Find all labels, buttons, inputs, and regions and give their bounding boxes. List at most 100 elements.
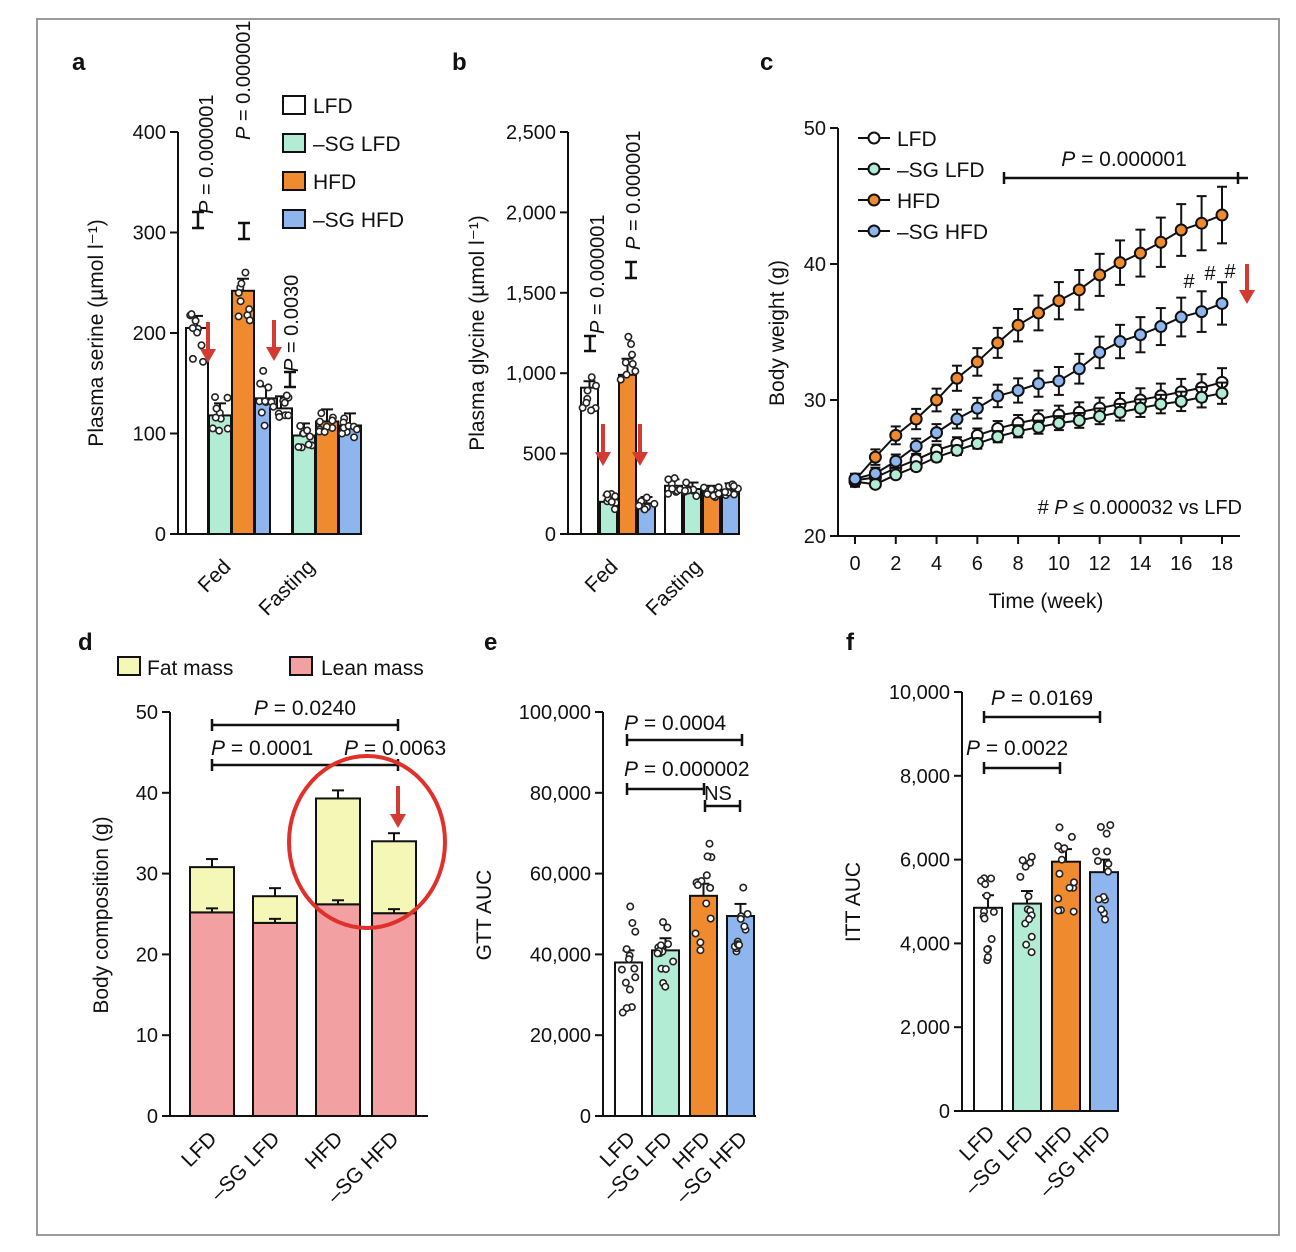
e-data-point — [621, 978, 630, 987]
c-point-3 — [1032, 377, 1045, 391]
d-y-axis-tick-label: 40 — [136, 783, 158, 805]
c-y-axis-tick-label: 30 — [804, 390, 826, 412]
d-pvalue-0: P = 0.0240 — [254, 697, 356, 720]
panel-label-b: b — [452, 49, 467, 76]
f-data-point — [1104, 859, 1113, 868]
b-data-point — [682, 478, 691, 487]
c-x-tick-label: 4 — [931, 553, 942, 575]
c-point-3 — [930, 426, 944, 440]
e-data-point — [663, 923, 672, 932]
a-data-point — [264, 383, 273, 392]
a-data-point — [269, 402, 278, 411]
f-data-point — [1103, 847, 1112, 856]
a-legend-swatch — [282, 95, 306, 115]
c-x-tick-label: 6 — [972, 553, 983, 575]
b-data-point — [578, 403, 587, 412]
f-data-point — [1067, 832, 1076, 841]
f-data-point — [981, 880, 990, 889]
f-y-axis-tick-label: 0 — [939, 1101, 950, 1123]
f-bar-0 — [973, 906, 1003, 1112]
panel-label-e: e — [484, 629, 497, 656]
e-bar-2 — [689, 894, 718, 1117]
b-data-point — [707, 485, 716, 494]
d-legend-swatch-fat — [117, 656, 141, 676]
c-hash-3: # — [1224, 261, 1236, 283]
f-data-point — [983, 953, 992, 962]
a-data-point — [215, 426, 224, 435]
f-bar-2 — [1051, 860, 1081, 1112]
d-highlight-circle — [287, 754, 447, 930]
b-data-point — [624, 332, 633, 341]
a-data-point — [212, 404, 221, 413]
e-data-point — [661, 965, 670, 974]
d-pvalue-1: P = 0.0001 — [211, 737, 313, 760]
a-data-point — [296, 421, 305, 430]
b-y-axis-tick-label: 2,000 — [506, 202, 556, 224]
c-point-3 — [909, 439, 923, 453]
d-bar-lean-3 — [371, 912, 417, 1118]
b-category-label-fed: Fed — [581, 555, 623, 597]
e-data-point — [653, 949, 662, 958]
e-y-axis-tick-label: 60,000 — [530, 864, 591, 886]
c-point-2 — [889, 428, 903, 442]
f-data-point — [1021, 862, 1030, 871]
b-data-point — [587, 406, 596, 415]
b-data-point — [583, 386, 592, 395]
b-data-point — [621, 358, 630, 367]
b-data-point — [610, 505, 619, 514]
d-y-axis-tick-label: 30 — [136, 864, 158, 886]
e-y-axis-tick-label: 80,000 — [530, 783, 591, 805]
e-data-point — [696, 946, 705, 955]
a-data-point — [256, 379, 265, 388]
c-point-2 — [1052, 294, 1066, 308]
c-x-tick-label: 16 — [1170, 553, 1192, 575]
b-pvalue-1: P = 0.000001 — [623, 130, 645, 250]
c-point-2 — [1093, 268, 1107, 282]
a-pvalue-0: P = 0.000001 — [196, 94, 218, 214]
b-y-axis-tick-label: 1,000 — [506, 363, 556, 385]
a-data-point — [211, 393, 220, 402]
f-y-axis-tick-label: 8,000 — [900, 766, 950, 788]
b-data-point — [631, 367, 640, 376]
c-point-2 — [1215, 208, 1229, 222]
c-point-2 — [909, 412, 923, 426]
c-footnote: # P ≤ 0.000032 vs LFD — [1038, 497, 1242, 519]
a-data-point — [211, 413, 220, 422]
f-data-point — [1092, 847, 1101, 856]
c-hash-1: # — [1183, 271, 1195, 293]
c-point-2 — [1113, 256, 1127, 270]
c-point-3 — [1093, 345, 1107, 359]
b-data-point — [640, 505, 649, 514]
c-legend-label-2: HFD — [897, 190, 940, 213]
c-point-1 — [1215, 386, 1229, 400]
c-point-2 — [1011, 318, 1025, 332]
b-data-point — [634, 501, 643, 510]
c-point-2 — [970, 355, 984, 369]
a-y-axis-tick-label: 0 — [155, 524, 166, 546]
c-point-1 — [970, 437, 984, 451]
d-legend-label-fat: Fat mass — [147, 657, 233, 680]
b-data-point — [627, 340, 636, 349]
a-data-point — [188, 324, 197, 333]
b-data-point — [628, 350, 637, 359]
c-point-2 — [1072, 283, 1086, 297]
e-data-point — [693, 881, 702, 890]
e-data-point — [736, 914, 745, 923]
d-category-label-0: LFD — [177, 1127, 221, 1171]
c-point-1 — [889, 468, 903, 482]
f-data-point — [1025, 915, 1034, 924]
e-data-point — [702, 899, 711, 908]
b-data-point — [714, 483, 723, 492]
b-data-point — [628, 359, 637, 368]
d-category-label-2: HFD — [301, 1127, 348, 1174]
c-point-3 — [950, 412, 964, 426]
a-legend-swatch — [282, 209, 306, 229]
f-data-point — [1057, 855, 1066, 864]
c-point-1 — [950, 443, 964, 457]
b-data-point — [642, 493, 651, 502]
d-bar-fat-2 — [315, 797, 361, 906]
a-category-label-fasting: Fasting — [255, 555, 320, 620]
b-data-point — [692, 492, 701, 501]
a-data-point — [191, 316, 200, 325]
e-y-axis-tick-label: 40,000 — [530, 944, 591, 966]
